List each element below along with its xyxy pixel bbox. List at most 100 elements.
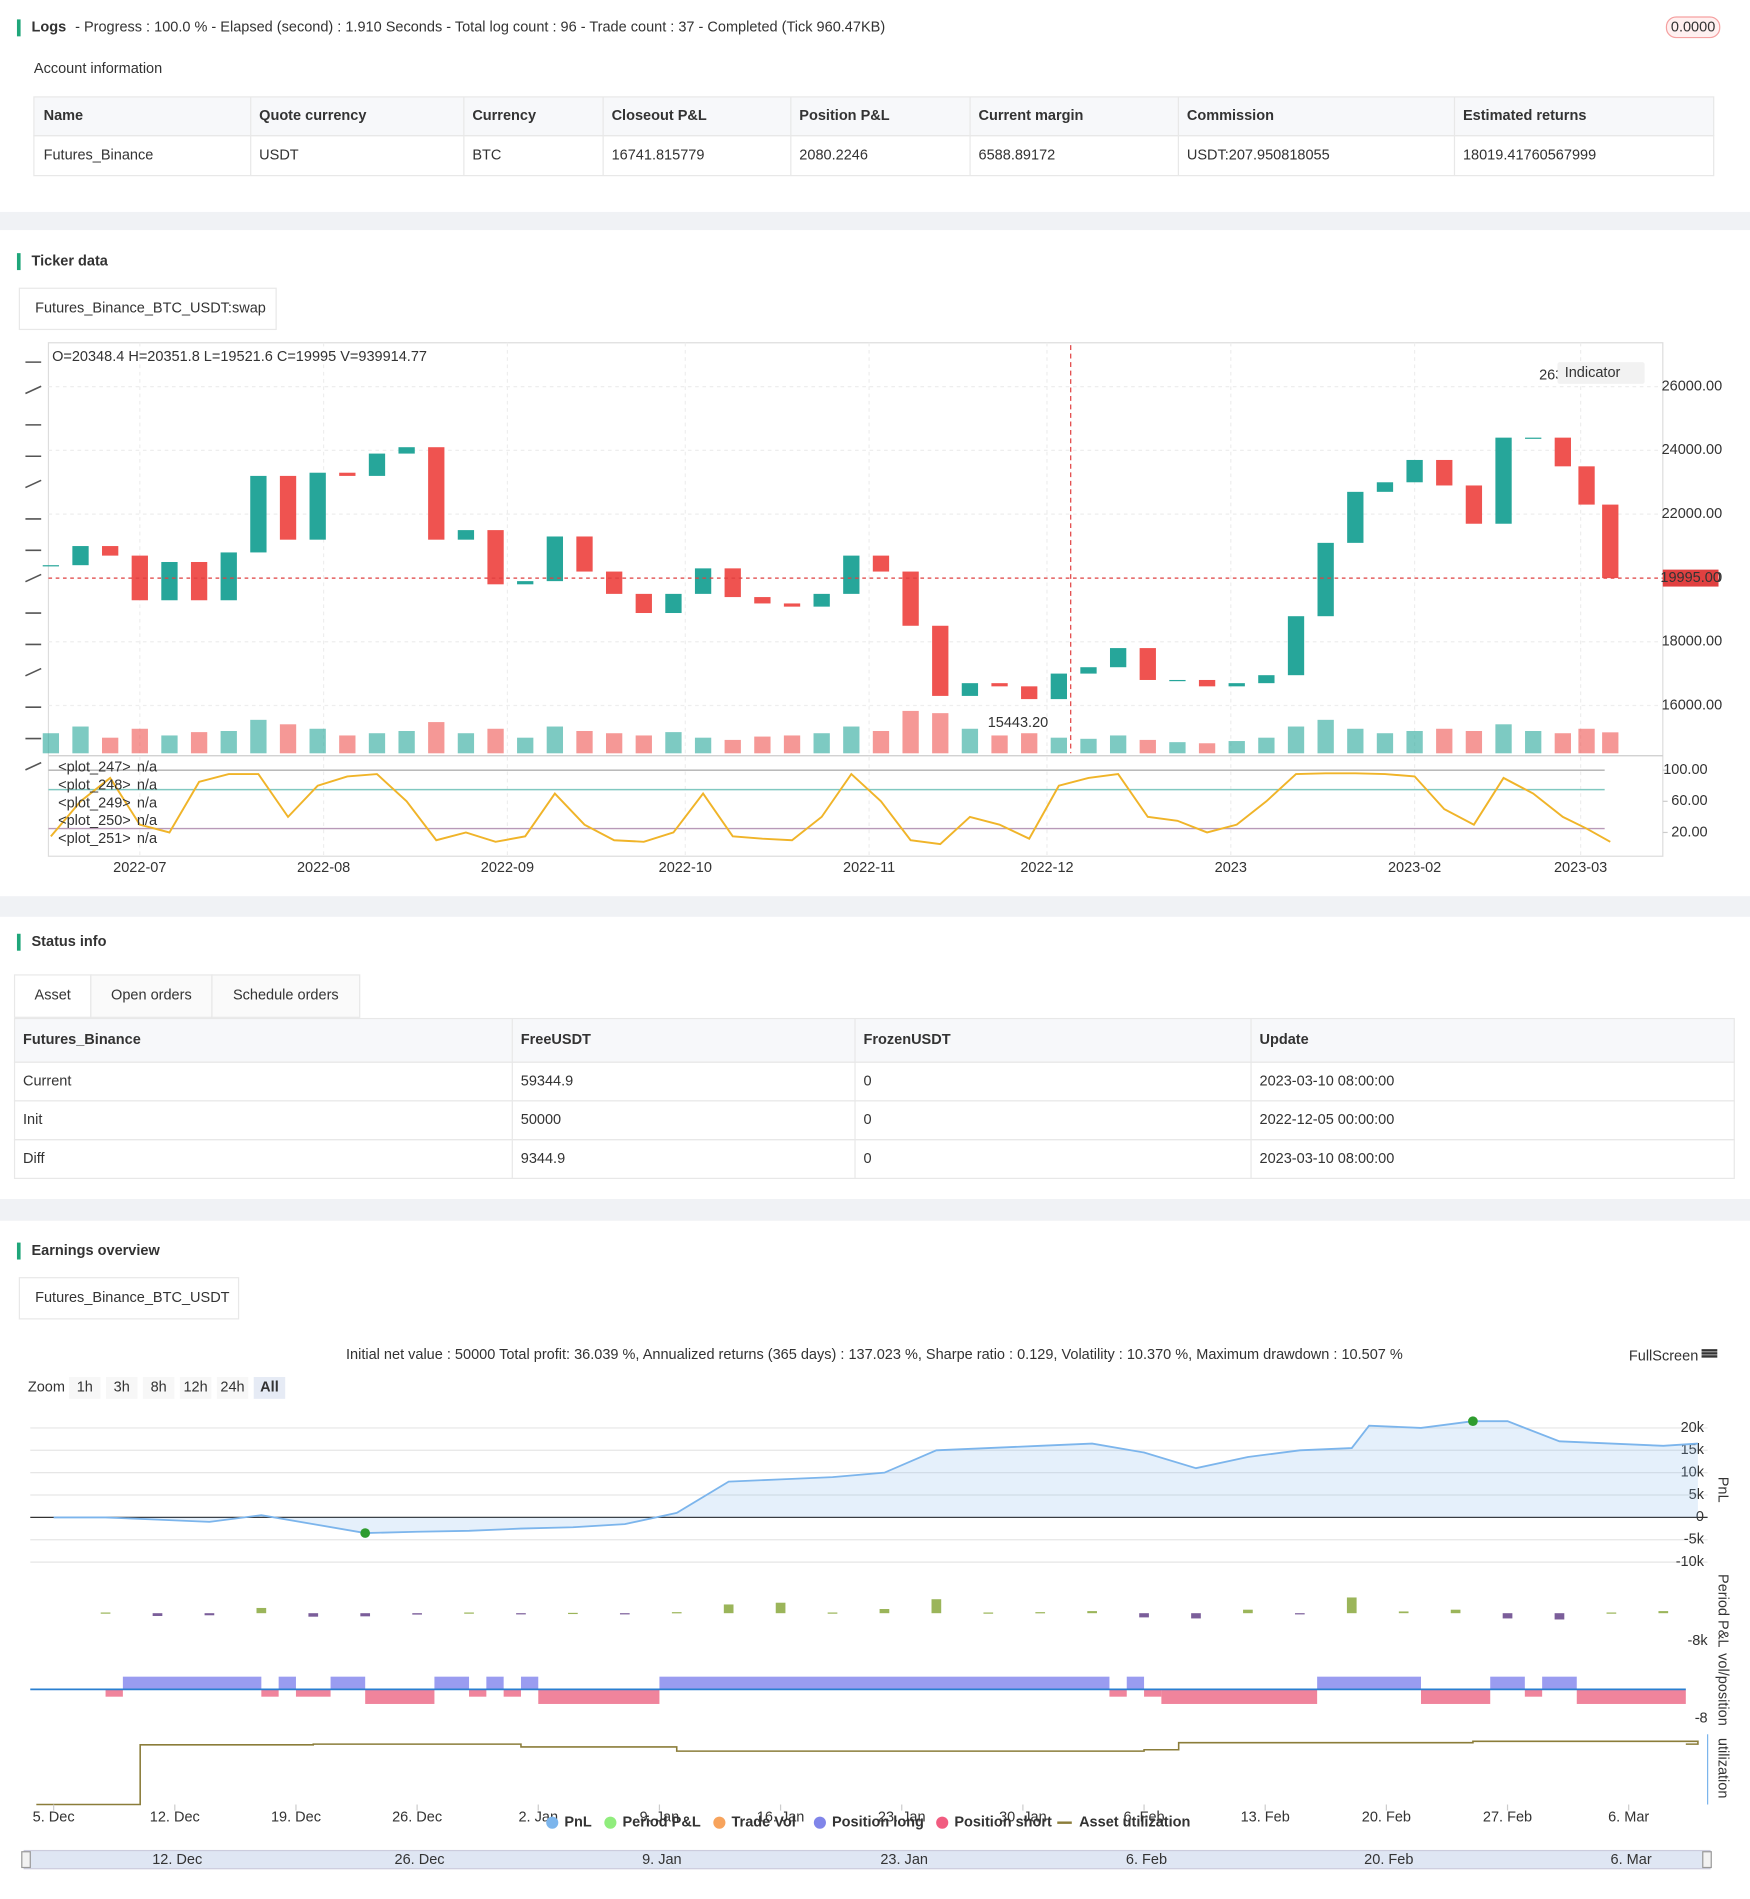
candle [576, 536, 593, 572]
y-tick-label: 26000.00 [1662, 378, 1723, 394]
utilization-line [36, 1740, 1699, 1806]
indicator-button[interactable] [1557, 362, 1645, 384]
candle [102, 546, 119, 556]
position-short [1144, 1689, 1162, 1697]
tab-label: Futures_Binance_BTC_USDT [35, 1290, 230, 1306]
period-bar [1087, 1611, 1097, 1614]
candle [961, 683, 979, 696]
legend-symbol [813, 1816, 826, 1829]
zoom-button[interactable] [216, 1377, 249, 1399]
period-bar [464, 1612, 474, 1614]
candle [42, 565, 60, 567]
zoom-button-label: 8h [151, 1380, 167, 1396]
candle [1347, 491, 1364, 543]
table-header-cell: Futures_Binance [23, 1032, 141, 1048]
volume-bar [220, 730, 237, 754]
table-cell: Diff [23, 1151, 45, 1167]
volume-bar [635, 735, 652, 754]
indicator-label: Indicator [1565, 365, 1621, 381]
candle [1317, 542, 1334, 617]
x-tick-label: 2022-12 [1020, 860, 1073, 876]
zoom-button-label: 24h [220, 1380, 244, 1396]
zoom-button[interactable] [142, 1377, 175, 1399]
candle [783, 603, 801, 607]
tool-icon [25, 479, 42, 489]
tab[interactable] [18, 287, 277, 331]
candle [1406, 459, 1423, 483]
volume-bar [102, 737, 119, 754]
candle [1198, 679, 1216, 687]
candle [635, 593, 652, 614]
period-bar [671, 1612, 682, 1614]
candle [1495, 437, 1512, 524]
position-short [1420, 1689, 1491, 1704]
x-tick-label: 2022-09 [481, 860, 534, 876]
period-bar [1606, 1612, 1617, 1614]
zoom-button[interactable] [253, 1377, 286, 1399]
y-tick-label: -10k [1676, 1554, 1705, 1570]
axis-label: Period P&L [1714, 1574, 1730, 1647]
candle [932, 625, 949, 696]
chart-frame [47, 342, 1664, 857]
tab[interactable] [13, 974, 92, 1018]
table-header-cell: Name [44, 108, 84, 124]
tab-label: Open orders [111, 987, 192, 1003]
volume-bar [131, 728, 148, 754]
period-bar [360, 1613, 371, 1617]
x-tick-label: 2022-10 [659, 860, 712, 876]
x-tick-label: 26. Dec [392, 1810, 442, 1826]
zoom-button-label: All [260, 1380, 279, 1396]
legend-label: Period P&L [622, 1815, 700, 1831]
tab[interactable] [211, 974, 361, 1018]
candle [517, 581, 534, 585]
position-short [1524, 1689, 1543, 1697]
period-bar [152, 1613, 163, 1616]
period-bar [308, 1613, 319, 1617]
volume-bar [1406, 730, 1423, 754]
period-bar [1191, 1613, 1201, 1619]
period-bar [775, 1602, 786, 1614]
period-bar [983, 1612, 994, 1614]
volume-bar [1495, 724, 1512, 754]
table-row [33, 135, 1715, 177]
tab[interactable] [90, 974, 213, 1018]
period-bar [879, 1608, 890, 1614]
table-cell: 2023-03-10 08:00:00 [1260, 1073, 1395, 1089]
position-long [1126, 1676, 1145, 1690]
table-cell: 2080.2246 [799, 147, 868, 163]
period-bar [1294, 1613, 1305, 1615]
period-bar [827, 1612, 838, 1614]
navigator[interactable] [23, 1849, 1711, 1870]
volume-bar [932, 713, 949, 754]
volume-bar [1554, 733, 1571, 754]
navigator-label: 12. Dec [152, 1852, 202, 1868]
position-long [278, 1676, 296, 1690]
legend-label: Position short [954, 1815, 1052, 1831]
zoom-button[interactable] [69, 1377, 101, 1399]
candle [279, 475, 297, 540]
period-bar [1035, 1612, 1046, 1614]
section-title: Earnings overview [31, 1243, 160, 1259]
tool-icon [25, 385, 42, 395]
table-header-cell: FrozenUSDT [863, 1032, 950, 1048]
candle [1578, 466, 1595, 505]
legend-symbol [936, 1816, 949, 1829]
navigator-handle[interactable] [1702, 1851, 1712, 1869]
position-short [365, 1689, 435, 1704]
table-header [13, 1017, 1735, 1063]
legend-name: <plot_248> [58, 777, 131, 793]
volume-bar [1525, 730, 1542, 754]
x-tick-label: 27. Feb [1483, 1810, 1532, 1826]
candle [843, 555, 860, 594]
position-short [1109, 1689, 1127, 1697]
position-long [330, 1676, 366, 1690]
zoom-button[interactable] [179, 1377, 212, 1399]
tab[interactable] [18, 1277, 240, 1320]
navigator-handle[interactable] [21, 1851, 31, 1869]
progress-text: - Progress : 100.0 % - Elapsed (second) … [75, 20, 885, 36]
x-tick-label: 12. Dec [150, 1810, 200, 1826]
zoom-button[interactable] [105, 1377, 138, 1399]
subtitle: Account information [34, 61, 162, 77]
section-title: Logs [31, 20, 66, 36]
annotation: 15443.20 [988, 715, 1049, 731]
